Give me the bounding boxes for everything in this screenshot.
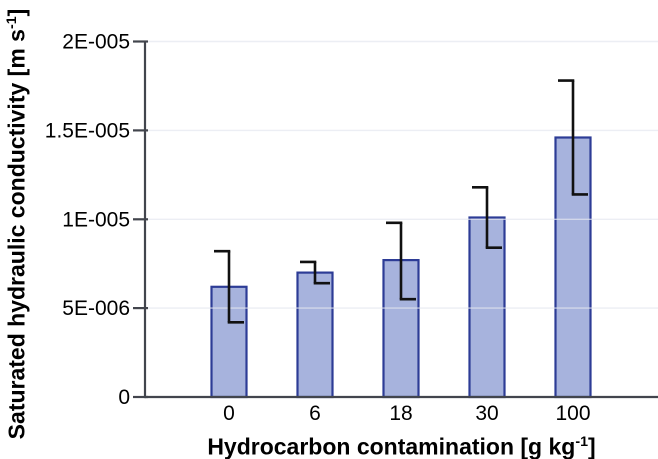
y-axis-title: Saturated hydraulic conductivity [m s-1]	[0, 0, 30, 459]
x-tick-label: 18	[389, 402, 412, 425]
y-tick-label: 0	[118, 386, 130, 409]
x-tick-label: 30	[475, 402, 498, 425]
y-tick-label: 5E-006	[62, 297, 130, 320]
bar-6	[296, 271, 334, 399]
x-axis-title-text: Hydrocarbon contamination [g kg	[207, 433, 576, 459]
x-axis-title: Hydrocarbon contamination [g kg-1]	[145, 429, 658, 459]
x-axis-title-superscript: -1	[575, 434, 589, 450]
y-tick-label: 1E-005	[62, 208, 130, 231]
y-tick-label: 2E-005	[62, 31, 130, 54]
x-tick-label: 0	[223, 402, 235, 425]
y-axis-title-superscript: -1	[4, 16, 20, 30]
bar-100	[554, 136, 592, 399]
x-axis-title-bracket: ]	[588, 433, 596, 459]
y-axis-title-text: Saturated hydraulic conductivity [m s	[3, 29, 30, 440]
y-tick-label: 1.5E-005	[45, 119, 130, 142]
y-axis-title-bracket: ]	[3, 8, 30, 17]
x-tick-label: 6	[309, 402, 321, 425]
x-tick-label: 100	[555, 402, 590, 425]
